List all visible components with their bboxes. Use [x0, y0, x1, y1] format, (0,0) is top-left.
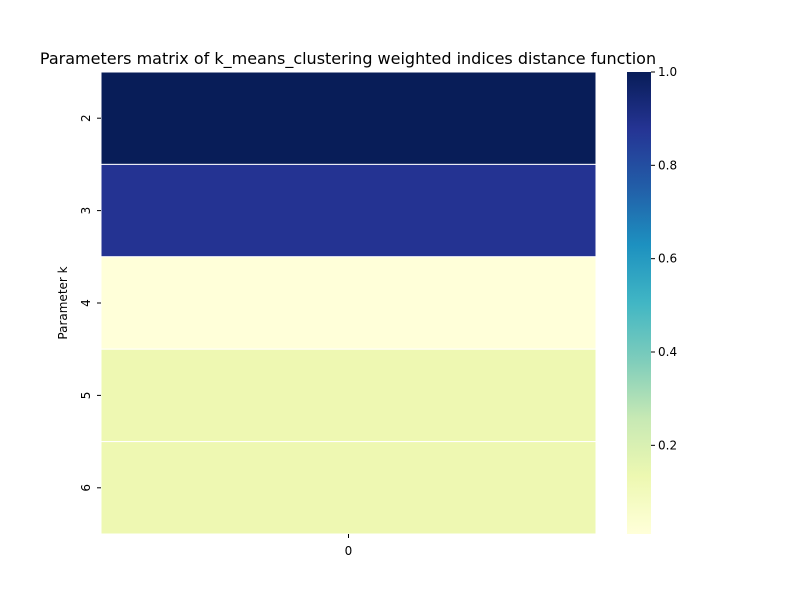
y-axis-ticks: 2 3 4 5 6 [79, 114, 101, 492]
heatmap-cell [100, 256, 597, 350]
colorbar-tick-label: 1.0 [658, 65, 677, 79]
heatmap-cells [100, 71, 597, 535]
heatmap-cell [100, 163, 597, 258]
heatmap-cell [100, 441, 597, 535]
x-tick-label: 0 [345, 544, 353, 558]
colorbar-tick-label: 0.4 [658, 345, 677, 359]
colorbar-tick-label: 0.6 [658, 252, 677, 266]
colorbar-ticks: 0.2 0.4 0.6 0.8 1.0 [651, 65, 677, 452]
colorbar-gradient [627, 72, 651, 534]
y-tick-label: 5 [79, 392, 93, 400]
y-tick-label: 4 [79, 299, 93, 307]
colorbar-tick-label: 0.8 [658, 158, 677, 172]
x-axis-ticks: 0 [345, 534, 353, 558]
heatmap-cell [100, 71, 597, 165]
heatmap-cell [100, 348, 597, 443]
y-tick-label: 2 [79, 114, 93, 122]
y-axis-label: Parameter k [56, 266, 70, 339]
y-tick-label: 6 [79, 484, 93, 492]
colorbar-tick-label: 0.2 [658, 438, 677, 452]
colorbar: 0.2 0.4 0.6 0.8 1.0 [627, 65, 677, 534]
chart-title: Parameters matrix of k_means_clustering … [40, 49, 656, 69]
y-tick-label: 3 [79, 207, 93, 215]
